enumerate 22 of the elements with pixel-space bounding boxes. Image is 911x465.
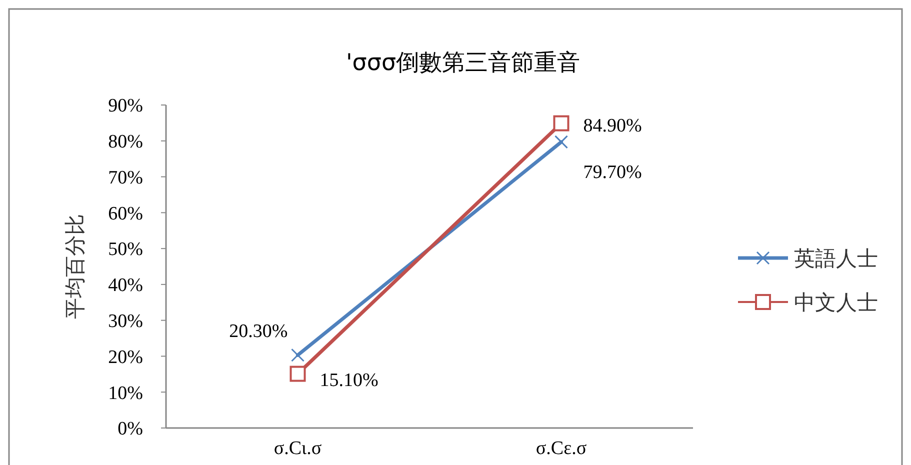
y-tick-label: 70% bbox=[108, 167, 144, 188]
y-tick-label: 90% bbox=[108, 96, 144, 117]
y-tick-label: 0% bbox=[118, 418, 144, 440]
y-tick-label: 60% bbox=[108, 203, 144, 224]
data-label: 79.70% bbox=[583, 162, 642, 183]
legend-label: 英語人士 bbox=[794, 246, 878, 270]
y-tick-label: 20% bbox=[108, 346, 144, 368]
point bbox=[553, 115, 570, 132]
y-tick-label: 10% bbox=[108, 382, 144, 404]
x-tick-label: σ.Cι.σ bbox=[274, 438, 322, 459]
y-tick-label: 50% bbox=[108, 239, 144, 260]
legend-label: 中文人士 bbox=[794, 290, 878, 314]
point bbox=[290, 366, 306, 382]
data-label: 20.30% bbox=[229, 321, 288, 342]
x-tick-label: σ.Cε.σ bbox=[536, 438, 587, 459]
y-axis-title: 平均百分比 bbox=[63, 214, 87, 319]
y-tick-label: 80% bbox=[108, 132, 144, 153]
y-tick-label: 30% bbox=[108, 310, 144, 332]
data-label: 84.90% bbox=[583, 115, 642, 136]
chart-title: 'σσσ倒數第三音節重音 bbox=[346, 50, 580, 76]
data-label: 15.10% bbox=[320, 370, 378, 391]
y-tick-label: 40% bbox=[108, 275, 144, 296]
